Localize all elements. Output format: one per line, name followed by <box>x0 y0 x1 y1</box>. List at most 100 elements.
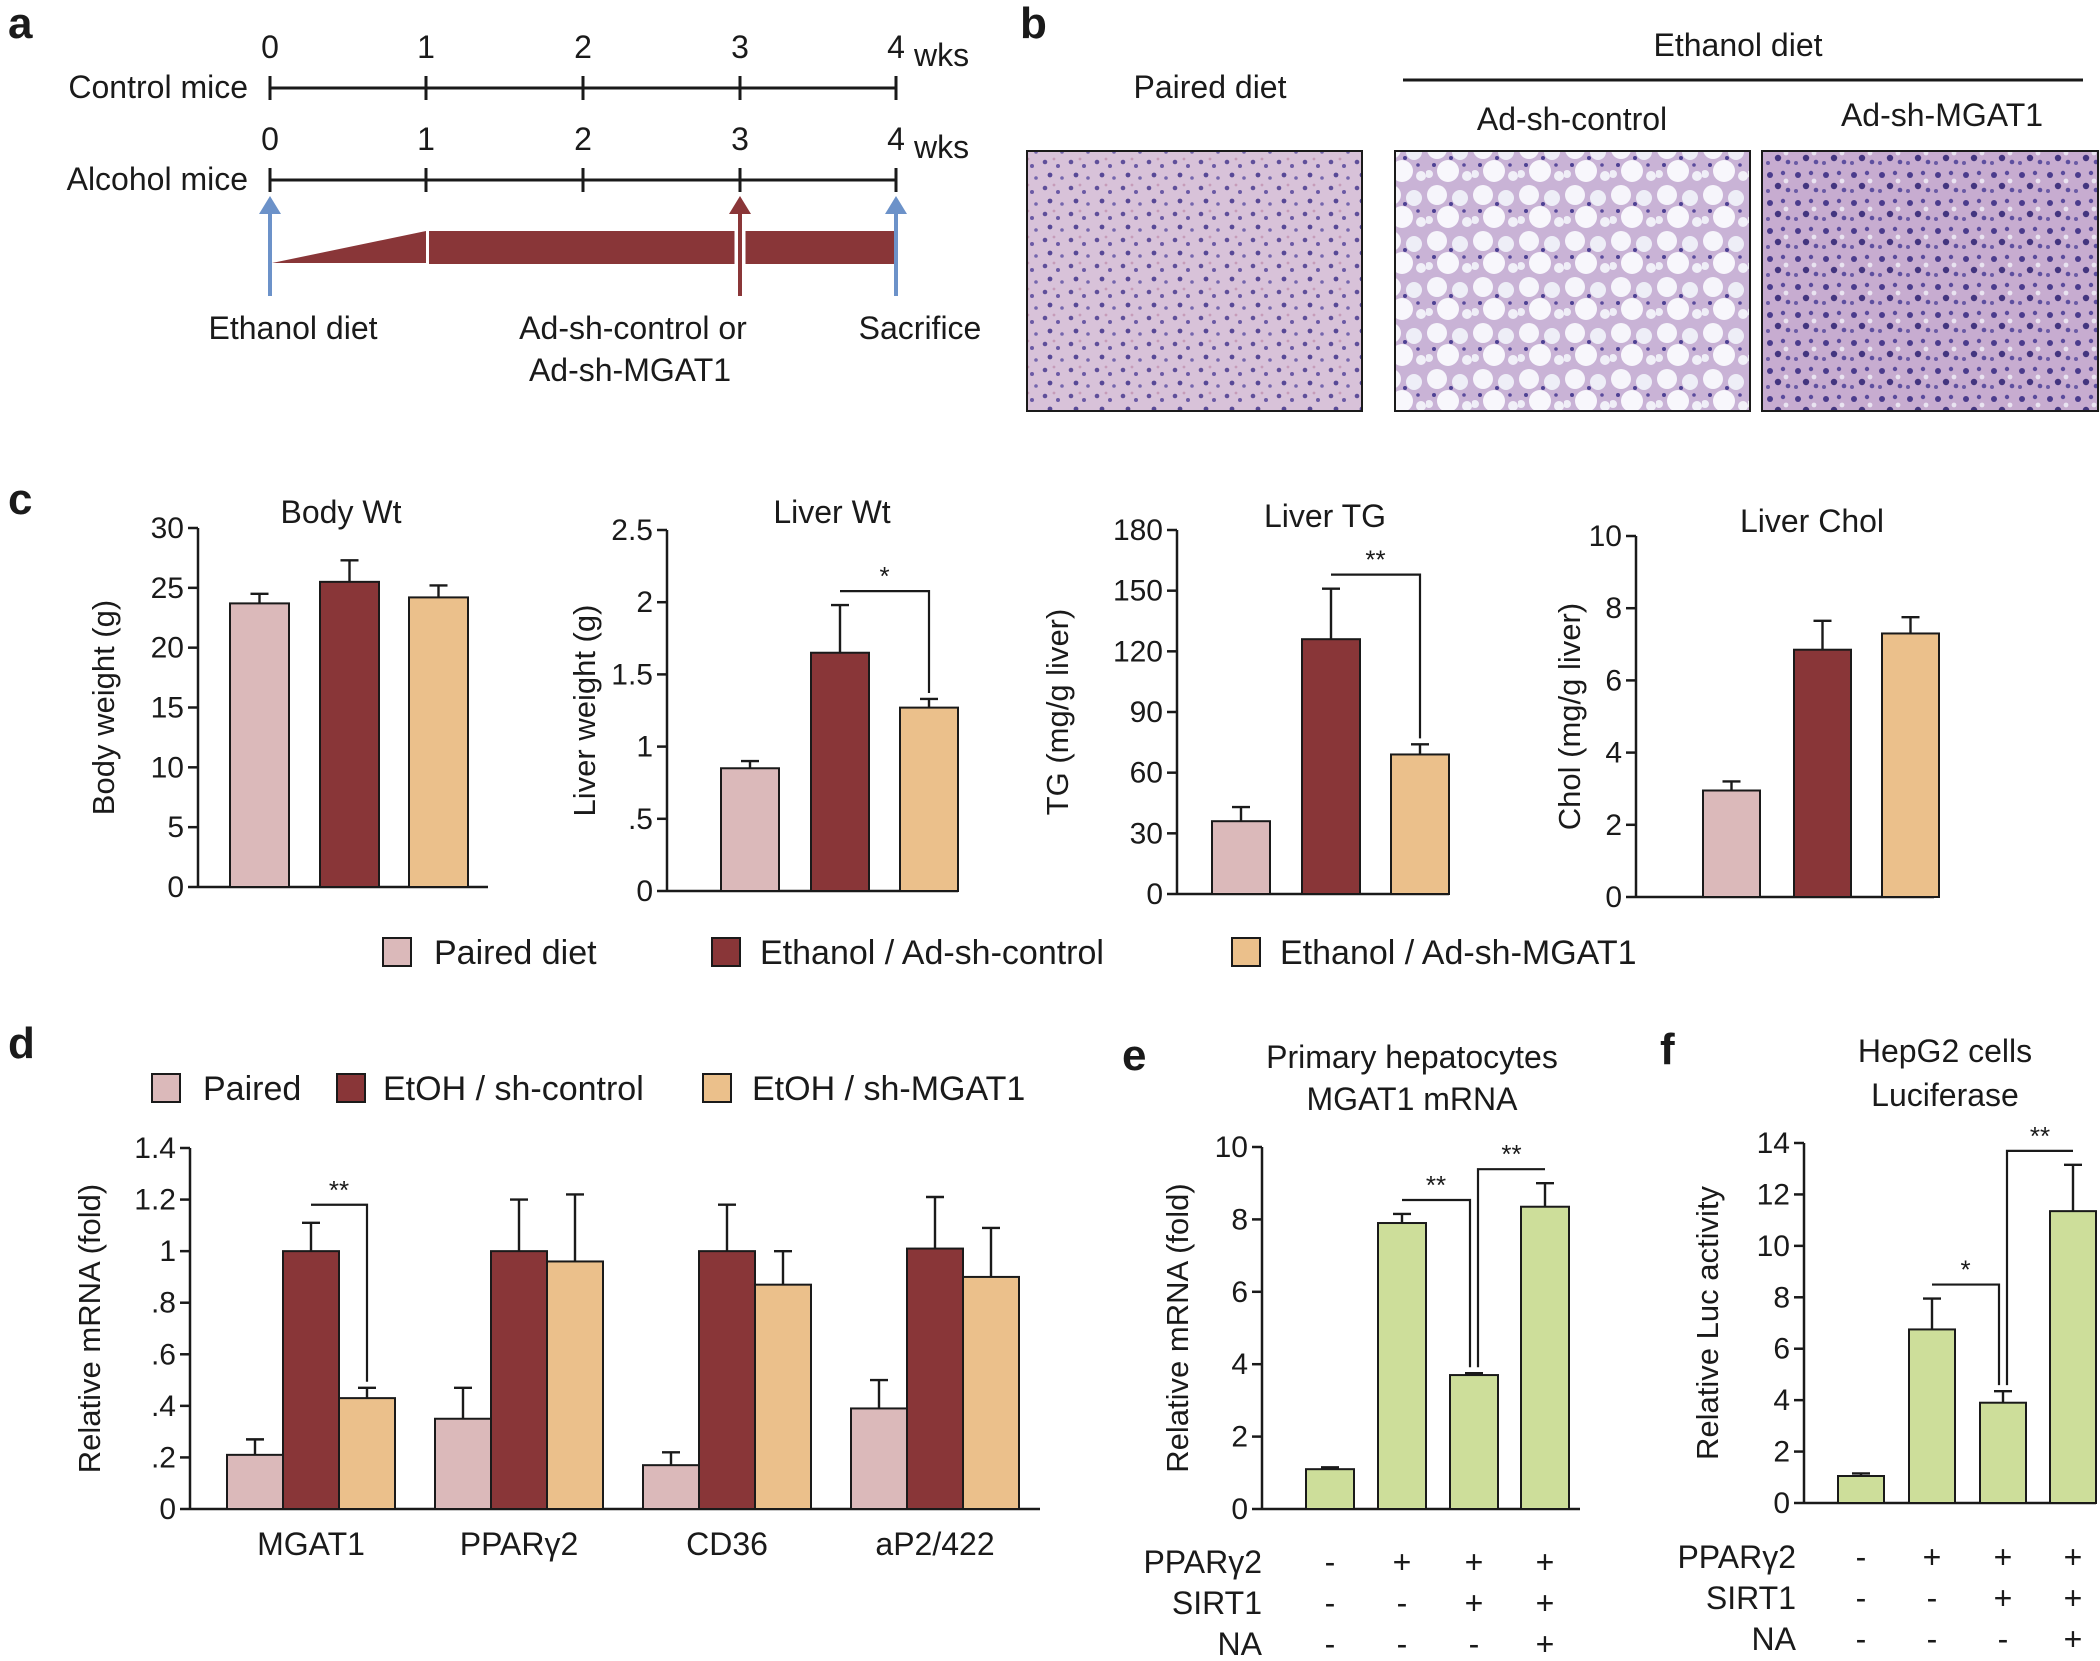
error-bar <box>1536 1182 1554 1207</box>
y-axis-label: Relative Luc activity <box>1690 1186 1725 1460</box>
bar <box>1520 1205 1570 1510</box>
error-bar <box>566 1193 584 1262</box>
y-tick-label: 4 <box>1773 1384 1790 1417</box>
x-category-label: PPARγ2 <box>460 1526 579 1562</box>
error-bar <box>454 1386 472 1419</box>
timeline-tick-label: 1 <box>417 29 435 65</box>
significance-bracket <box>1331 573 1422 739</box>
timeline-tick-label: 4 <box>887 121 905 157</box>
bar <box>899 706 959 892</box>
condition-sign: - <box>1325 1544 1336 1580</box>
error-bar <box>982 1226 1000 1277</box>
treatment-label-line2: Ad-sh-MGAT1 <box>529 352 731 388</box>
error-bar <box>920 697 938 708</box>
condition-sign: + <box>1465 1544 1484 1580</box>
condition-sign: - <box>1856 1539 1867 1575</box>
y-tick-label: 1.4 <box>134 1132 176 1165</box>
bar <box>546 1260 604 1511</box>
condition-sign: - <box>1397 1585 1408 1621</box>
y-tick-label: 1 <box>159 1235 176 1268</box>
sacrifice-arrowhead <box>885 196 907 214</box>
y-tick-label: 15 <box>151 692 184 725</box>
chart-primary-hepatocytes: Primary hepatocytes MGAT1 mRNA 0 2 4 6 8 10 Rela… <box>1143 1039 1580 1661</box>
error-bar <box>662 1451 680 1466</box>
error-bar <box>510 1198 528 1252</box>
condition-sign: + <box>2064 1539 2083 1575</box>
y-tick-label: 10 <box>151 751 184 784</box>
paired-diet-title: Paired diet <box>1134 69 1287 105</box>
timeline-tick-label: 1 <box>417 121 435 157</box>
y-tick-label: 30 <box>1130 817 1163 850</box>
y-tick-label: 1.2 <box>134 1184 176 1217</box>
significance-bracket <box>1402 1198 1472 1368</box>
x-category-label: aP2/422 <box>875 1526 994 1562</box>
legend-c-swatch-control <box>711 937 741 967</box>
weeks-unit-bottom: wks <box>913 129 969 165</box>
y-tick-label: 8 <box>1231 1203 1248 1236</box>
bar <box>962 1275 1020 1511</box>
y-tick-label: 25 <box>151 572 184 605</box>
legend-c-swatch-mgat1 <box>1231 937 1261 967</box>
y-axis-label: TG (mg/g liver) <box>1040 609 1075 816</box>
y-tick-label: 2 <box>1605 809 1622 842</box>
treatment-label-line1: Ad-sh-control or <box>519 310 747 346</box>
condition-label: SIRT1 <box>1172 1585 1262 1621</box>
significance-label: ** <box>1365 545 1385 575</box>
histology-paired-image <box>1026 150 1363 412</box>
error-bar <box>429 584 448 598</box>
condition-sign: + <box>2064 1580 2083 1616</box>
y-axis-label: Body weight (g) <box>86 600 121 815</box>
bar <box>850 1407 908 1510</box>
y-tick-label: 10 <box>1215 1131 1248 1164</box>
bar <box>1390 753 1450 896</box>
ethanol-start-arrowhead <box>259 196 281 214</box>
significance-label: * <box>879 561 889 591</box>
error-bar <box>1465 1372 1483 1376</box>
y-tick-label: 8 <box>1605 592 1622 625</box>
chart-title: Liver Chol <box>1740 503 1884 539</box>
x-category-label: CD36 <box>686 1526 768 1562</box>
condition-sign: - <box>1927 1621 1938 1657</box>
panel-f: f HepG2 cells Luciferase 0 2 4 6 8 10 12 14 Relati… <box>1660 1025 2097 1657</box>
condition-label: PPARγ2 <box>1143 1544 1262 1580</box>
y-tick-label: 180 <box>1113 514 1163 547</box>
panel-label-f: f <box>1660 1025 1675 1074</box>
error-bar <box>1923 1297 1941 1330</box>
y-tick-label: 6 <box>1605 664 1622 697</box>
error-bar <box>741 759 759 769</box>
bar <box>1881 632 1940 898</box>
legend-d-control: EtOH / sh-control <box>383 1070 644 1108</box>
bar <box>642 1464 700 1511</box>
condition-sign: + <box>1923 1539 1942 1575</box>
y-tick-label: 0 <box>1605 881 1622 914</box>
condition-sign: + <box>2064 1621 2083 1657</box>
legend-d-swatch-control <box>336 1073 366 1103</box>
y-tick-label: 4 <box>1231 1348 1248 1381</box>
legend-d-paired: Paired <box>203 1070 301 1108</box>
condition-sign: + <box>1994 1580 2013 1616</box>
panel-label-a: a <box>8 0 33 48</box>
y-tick-label: 10 <box>1757 1230 1790 1263</box>
significance-bracket <box>1932 1283 2001 1386</box>
y-tick-label: 30 <box>151 512 184 545</box>
y-axis-label: Relative mRNA (fold) <box>1160 1183 1195 1472</box>
bar <box>2049 1210 2097 1504</box>
y-tick-label: 20 <box>151 632 184 665</box>
error-bar <box>1411 743 1429 755</box>
y-tick-label: 2 <box>1773 1436 1790 1469</box>
error-bar <box>1813 619 1832 650</box>
error-bar <box>246 1438 264 1455</box>
error-bar <box>2064 1163 2082 1212</box>
chart-subtitle: MGAT1 mRNA <box>1307 1081 1519 1117</box>
significance-bracket <box>2005 1149 2073 1386</box>
y-tick-label: 0 <box>159 1493 176 1526</box>
y-axis-label: Liver weight (g) <box>567 605 602 817</box>
condition-sign: - <box>1856 1621 1867 1657</box>
weeks-unit-top: wks <box>913 37 969 73</box>
ethanol-diet-bar <box>429 231 895 264</box>
legend-d-swatch-paired <box>151 1073 181 1103</box>
condition-label: NA <box>1752 1621 1797 1657</box>
ethanol-ramp-bar <box>272 231 426 263</box>
chart-title: Liver TG <box>1264 498 1386 534</box>
